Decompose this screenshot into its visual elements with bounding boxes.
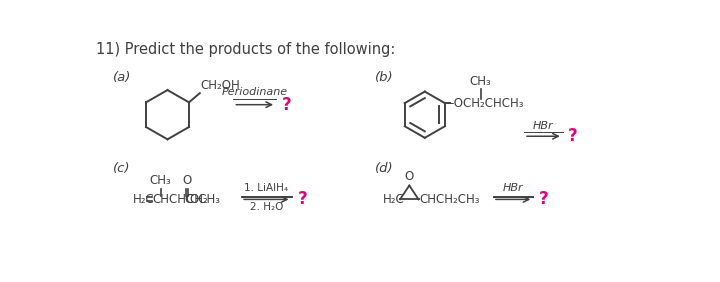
Text: H₂C: H₂C [383, 193, 405, 206]
Text: (d): (d) [375, 162, 394, 175]
Text: HBr: HBr [503, 183, 523, 193]
Text: ?: ? [282, 96, 292, 114]
Text: -OCH₂CHCH₃: -OCH₂CHCH₃ [449, 97, 524, 110]
Text: (c): (c) [113, 162, 131, 175]
Text: OCH₃: OCH₃ [189, 193, 220, 206]
Text: (b): (b) [375, 71, 394, 84]
Text: CH₃: CH₃ [469, 75, 492, 88]
Text: 2. H₂O: 2. H₂O [250, 202, 283, 212]
Text: 1. LiAlH₄: 1. LiAlH₄ [244, 183, 289, 193]
Text: O: O [183, 174, 192, 187]
Text: Periodinane: Periodinane [222, 87, 288, 97]
Text: CH₂OH: CH₂OH [201, 79, 240, 92]
Text: CHCHCH₂: CHCHCH₂ [152, 193, 208, 206]
Text: ?: ? [297, 190, 307, 208]
Text: CH₃: CH₃ [150, 174, 171, 187]
Text: CHCH₂CH₃: CHCH₂CH₃ [419, 193, 480, 206]
Text: (a): (a) [113, 71, 132, 84]
Text: ?: ? [539, 190, 549, 208]
Text: HBr: HBr [533, 121, 554, 131]
Text: H₂C: H₂C [132, 193, 154, 206]
Text: O: O [405, 170, 414, 183]
Text: ?: ? [568, 127, 578, 145]
Text: C: C [184, 193, 193, 206]
Text: 11) Predict the products of the following:: 11) Predict the products of the followin… [96, 41, 395, 56]
